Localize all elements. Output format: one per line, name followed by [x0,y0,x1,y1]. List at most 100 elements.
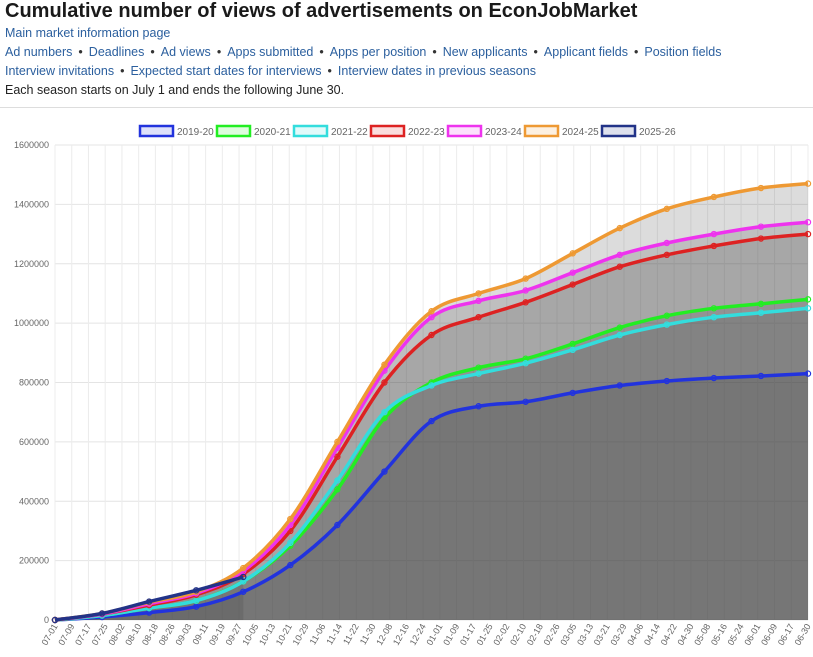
legend-swatch-2020-21 [215,124,252,138]
nav-new-applicants[interactable]: New applicants [442,45,528,59]
data-point [710,193,718,201]
data-point [569,389,576,397]
y-tick-label: 600000 [19,437,49,447]
data-point [522,287,529,294]
data-point [616,251,623,259]
divider [0,107,813,108]
y-tick-label: 1200000 [14,259,49,269]
data-point [522,355,529,362]
series-line-2019-20 [54,371,809,622]
data-point [428,331,435,339]
data-point [381,379,388,386]
nav-apps-submitted[interactable]: Apps submitted [227,45,314,59]
data-point [616,324,623,331]
y-tick-label: 800000 [19,378,49,388]
legend-label-2021-22: 2021-22 [331,127,368,138]
data-point [475,290,482,297]
nav-ad-numbers[interactable]: Ad numbers [5,45,73,59]
data-point [334,438,341,446]
separator: • [533,45,538,59]
nav-ad-views[interactable]: Ad views [160,45,211,59]
main-market-link[interactable]: Main market information page [5,26,171,40]
data-point [381,361,388,368]
nav-apps-per-position[interactable]: Apps per position [329,45,427,59]
chart-legend: 2019-20 2020-21 2021-22 2022-23 2023-24 2024-… [138,124,676,138]
y-tick-label: 200000 [19,556,49,566]
data-point [616,263,623,270]
data-point [475,313,482,321]
data-point [381,468,388,475]
x-tick-label: 11-22 [341,622,361,646]
separator: • [432,45,437,59]
separator: • [633,45,639,59]
data-point [804,296,812,303]
data-point [381,408,388,416]
separator: • [150,45,155,59]
nav-interview-invitations[interactable]: Interview invitations [5,64,115,78]
area-2020-21 [55,299,808,620]
legend-swatch-2025-26 [600,124,637,138]
data-point [804,180,812,187]
nav-deadlines[interactable]: Deadlines [88,45,145,59]
nav-applicant-fields[interactable]: Applicant fields [543,45,628,59]
data-point [710,230,718,238]
data-point [616,331,623,339]
data-point [757,372,765,380]
nav-position-fields[interactable]: Position fields [644,45,722,59]
page-title: Cumulative number of views of advertisem… [5,0,638,22]
chart-lines [51,180,812,624]
data-point [145,598,153,605]
data-point [287,561,294,569]
data-point [663,321,671,328]
data-point [616,382,623,389]
data-point [663,251,671,259]
y-tick-label: 1400000 [14,199,49,209]
data-point [240,564,247,572]
data-point [663,239,671,247]
series-line-2025-26 [54,575,244,622]
data-point [569,269,576,276]
nav-expected-start-dates[interactable]: Expected start dates for interviews [130,64,322,78]
nav-interview-dates-previous[interactable]: Interview dates in previous seasons [337,64,536,78]
nav-row-2: Interview invitations • Expected start dat… [5,64,536,78]
legend-swatch-2019-20 [138,124,175,138]
data-point [475,403,482,410]
data-point [428,382,435,389]
data-point [240,588,247,595]
data-point [663,377,671,385]
data-point [334,477,341,484]
separator: • [120,64,125,78]
separator: • [216,45,222,59]
y-tick-label: 1600000 [14,140,49,150]
main-link-row: Main market information page [5,26,170,40]
data-point [475,297,482,305]
nav-row-1: Ad numbers • Deadlines • Ad views • Apps submi… [5,45,722,59]
legend-swatch-2022-23 [369,124,406,138]
data-point [522,299,529,306]
data-point [804,370,812,377]
data-point [569,346,576,354]
y-tick-label: 0 [44,615,49,625]
data-point [757,184,765,192]
x-tick-label: 06-30 [793,622,813,647]
separator: • [78,45,83,59]
legend-swatch-2023-24 [446,124,483,138]
data-point [145,609,153,616]
legend-label-2019-20: 2019-20 [177,127,214,138]
data-point [710,313,718,321]
data-point [98,610,106,617]
season-note: Each season starts on July 1 and ends th… [5,83,345,97]
data-point [522,398,529,405]
data-point [334,486,341,493]
data-point [475,364,482,371]
data-point [51,616,59,624]
separator: • [319,45,324,59]
data-point [569,340,576,348]
legend-label-2022-23: 2022-23 [408,127,445,138]
legend-label-2020-21: 2020-21 [254,127,291,138]
data-point [757,309,765,316]
data-point [663,312,671,319]
data-point [663,205,671,213]
data-point [757,235,765,242]
data-point [804,230,812,238]
